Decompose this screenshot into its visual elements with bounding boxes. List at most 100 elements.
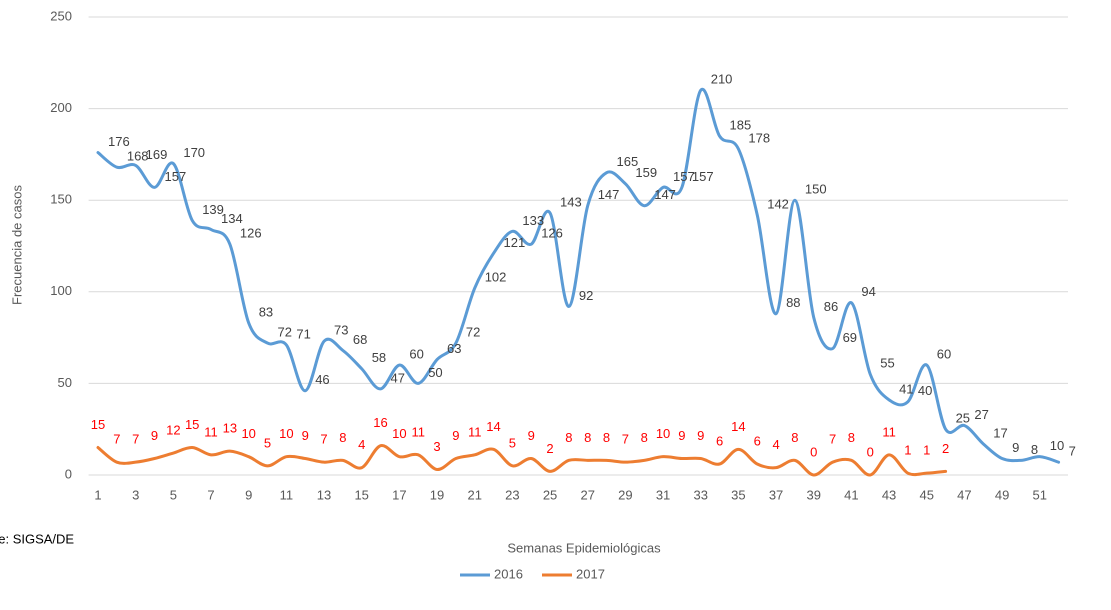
data-label: 8 <box>791 430 798 445</box>
x-tick-label: 39 <box>806 487 820 502</box>
x-tick-label: 23 <box>505 487 519 502</box>
data-label: 9 <box>528 428 535 443</box>
data-label: 8 <box>584 430 591 445</box>
data-label: 41 <box>899 381 913 396</box>
data-label: 60 <box>937 347 951 362</box>
x-tick-label: 15 <box>354 487 368 502</box>
x-axis-title: Semanas Epidemiológicas <box>507 540 661 555</box>
data-label: 9 <box>678 428 685 443</box>
data-label: 60 <box>409 347 423 362</box>
data-label: 50 <box>428 365 442 380</box>
x-tick-label: 29 <box>618 487 632 502</box>
data-label: 147 <box>654 187 676 202</box>
data-label: 83 <box>259 304 273 319</box>
data-label: 157 <box>165 169 187 184</box>
data-label: 9 <box>452 428 459 443</box>
data-label: 25 <box>956 411 970 426</box>
data-label: 68 <box>353 332 367 347</box>
data-label: 6 <box>754 433 761 448</box>
data-label: 1 <box>904 443 911 458</box>
data-label: 10 <box>392 426 406 441</box>
data-label: 69 <box>843 330 857 345</box>
data-label: 9 <box>151 428 158 443</box>
data-label: 5 <box>509 435 516 450</box>
data-label: 92 <box>579 288 593 303</box>
data-label: 13 <box>223 421 237 436</box>
y-tick-label: 150 <box>50 192 72 207</box>
data-label: 134 <box>221 211 243 226</box>
data-label: 16 <box>373 415 387 430</box>
data-label: 10 <box>241 426 255 441</box>
x-tick-label: 27 <box>580 487 594 502</box>
x-tick-label: 7 <box>207 487 214 502</box>
data-label: 2 <box>546 441 553 456</box>
data-label: 142 <box>767 196 789 211</box>
data-label: 185 <box>730 118 752 133</box>
data-label: 55 <box>880 356 894 371</box>
data-label: 11 <box>411 424 425 439</box>
data-label: 143 <box>560 194 582 209</box>
x-tick-label: 5 <box>170 487 177 502</box>
data-label: 176 <box>108 134 130 149</box>
data-label: 47 <box>391 370 405 385</box>
data-label: 46 <box>315 372 329 387</box>
data-label: 58 <box>372 350 386 365</box>
x-tick-label: 19 <box>430 487 444 502</box>
legend-label: 2016 <box>494 566 523 581</box>
x-tick-label: 43 <box>882 487 896 502</box>
data-label: 94 <box>861 284 875 299</box>
data-label: 133 <box>522 213 544 228</box>
data-label: 169 <box>146 147 168 162</box>
data-label: 8 <box>641 430 648 445</box>
data-label: 121 <box>504 235 526 250</box>
x-tick-label: 17 <box>392 487 406 502</box>
data-label: 157 <box>673 169 695 184</box>
data-label: 9 <box>302 428 309 443</box>
data-label: 157 <box>692 169 714 184</box>
x-tick-label: 45 <box>920 487 934 502</box>
data-label: 7 <box>320 432 327 447</box>
x-tick-label: 49 <box>995 487 1009 502</box>
data-label: 139 <box>202 202 224 217</box>
y-tick-label: 100 <box>50 283 72 298</box>
data-label: 73 <box>334 323 348 338</box>
x-tick-label: 35 <box>731 487 745 502</box>
data-label: 150 <box>805 182 827 197</box>
data-label: 8 <box>603 430 610 445</box>
data-label: 165 <box>617 154 639 169</box>
data-label: 9 <box>697 428 704 443</box>
data-label: 11 <box>204 424 218 439</box>
data-label: 178 <box>748 130 770 145</box>
data-label: 8 <box>565 430 572 445</box>
data-label: 72 <box>278 325 292 340</box>
data-label: 7 <box>829 432 836 447</box>
data-label: 159 <box>635 165 657 180</box>
legend-label: 2017 <box>576 566 605 581</box>
data-label: 126 <box>240 226 262 241</box>
data-label: 8 <box>848 430 855 445</box>
data-label: 2 <box>942 441 949 456</box>
data-label: 27 <box>974 407 988 422</box>
data-label: 102 <box>485 270 507 285</box>
data-label: 1 <box>923 443 930 458</box>
data-label: 147 <box>598 187 620 202</box>
data-label: 17 <box>993 425 1007 440</box>
x-tick-label: 11 <box>280 487 294 502</box>
data-label: 7 <box>113 432 120 447</box>
data-label: 8 <box>339 430 346 445</box>
y-axis-title: Frecuencia de casos <box>9 185 24 305</box>
data-label: 72 <box>466 325 480 340</box>
data-label: 0 <box>810 444 817 459</box>
data-label: 10 <box>279 426 293 441</box>
y-tick-label: 50 <box>58 375 72 390</box>
x-tick-label: 13 <box>317 487 331 502</box>
x-tick-label: 47 <box>957 487 971 502</box>
data-label: 210 <box>711 72 733 87</box>
data-label: 168 <box>127 149 149 164</box>
x-tick-label: 3 <box>132 487 139 502</box>
data-label: 12 <box>166 422 180 437</box>
x-tick-label: 31 <box>656 487 670 502</box>
x-tick-label: 51 <box>1033 487 1047 502</box>
data-label: 10 <box>1050 438 1064 453</box>
